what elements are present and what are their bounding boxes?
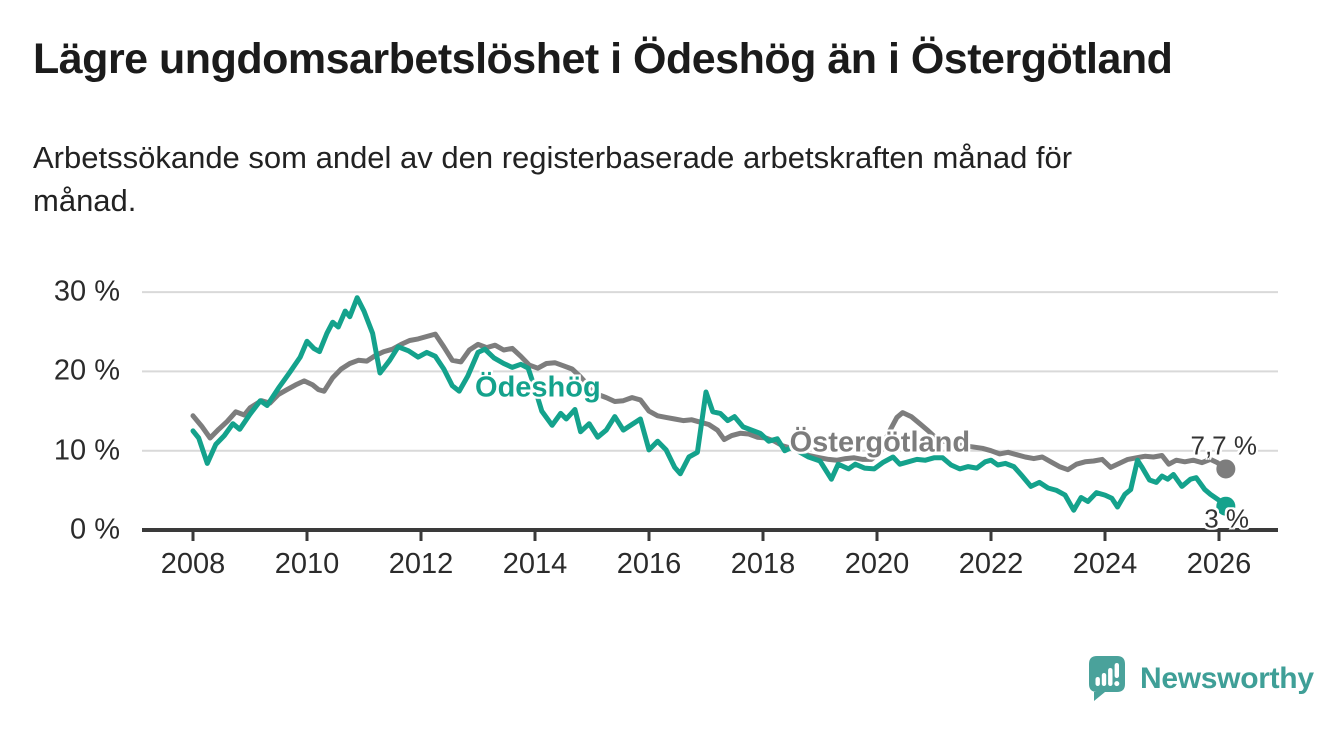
x-axis-tick-label: 2026 xyxy=(1186,548,1252,580)
newsworthy-icon xyxy=(1088,655,1126,702)
y-axis-tick-label: 0 % xyxy=(70,513,120,546)
end-value-label-odeshog: 3 % xyxy=(1204,503,1249,534)
page-title: Lägre ungdomsarbetslöshet i Ödeshög än i… xyxy=(33,35,1173,83)
series-label-odeshog: Ödeshög xyxy=(475,371,601,404)
chart-subtitle-line-2: månad. xyxy=(33,183,137,218)
x-axis-tick-label: 2012 xyxy=(388,548,454,580)
x-axis-tick-label: 2010 xyxy=(274,548,340,580)
y-axis-tick-label: 30 % xyxy=(53,275,120,308)
series-label-ostergotland: Östergötland xyxy=(789,426,971,459)
x-axis-tick-label: 2022 xyxy=(958,548,1024,580)
x-axis-tick-label: 2016 xyxy=(616,548,682,580)
chart-subtitle-line-1: Arbetssökande som andel av den registerb… xyxy=(33,140,1073,175)
x-axis-tick-label: 2024 xyxy=(1072,548,1138,580)
end-value-label-ostergotland: 7,7 % xyxy=(1190,430,1258,461)
x-axis-tick-label: 2018 xyxy=(730,548,796,580)
newsworthy-logo: Newsworthy xyxy=(1088,655,1314,702)
y-axis-tick-label: 20 % xyxy=(53,354,120,387)
x-axis-tick-label: 2008 xyxy=(160,548,226,580)
y-axis-tick-label: 10 % xyxy=(53,434,120,467)
chart-subtitle: Arbetssökande som andel av den registerb… xyxy=(33,136,1313,222)
x-axis-tick-label: 2014 xyxy=(502,548,568,580)
x-axis-tick-label: 2020 xyxy=(844,548,910,580)
newsworthy-wordmark: Newsworthy xyxy=(1140,661,1314,695)
